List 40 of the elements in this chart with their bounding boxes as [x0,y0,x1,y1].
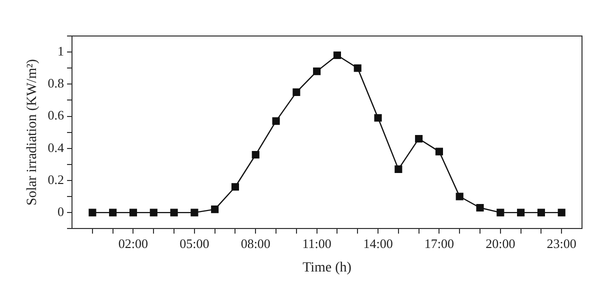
point [211,206,219,214]
point [272,117,280,125]
point [476,204,484,212]
point [537,208,545,216]
point [435,148,443,156]
point [456,192,464,200]
y-axis-title: Solar irradiation (KW/m²) [25,58,40,206]
x-axis-title: Time (h) [302,260,352,276]
point [129,208,138,216]
point [354,64,362,72]
x-tick-label: 23:00 [546,236,576,251]
x-tick-label: 17:00 [424,236,454,251]
point [231,183,240,191]
point [394,165,402,173]
point [333,51,342,60]
y-tick-label: 0.6 [48,108,65,123]
point [517,208,525,216]
y-tick-label: 0.2 [48,172,64,187]
point [374,114,382,122]
x-tick-label: 08:00 [240,236,270,251]
point [292,88,300,96]
y-tick-label: 0 [58,204,64,219]
point [109,208,117,216]
point [313,68,321,76]
point [558,208,566,216]
point [415,134,423,142]
y-tick-label: 1 [58,43,64,58]
x-tick-label: 05:00 [180,236,210,251]
x-tick-label: 02:00 [118,236,148,251]
point [496,208,504,216]
point [150,208,158,216]
y-tick-label: 0.8 [48,76,64,91]
x-tick-label: 14:00 [363,236,393,251]
x-tick-label: 11:00 [302,236,332,251]
point [170,208,178,216]
y-tick-label: 0.4 [48,140,65,155]
point [88,208,96,216]
point [190,208,198,216]
point [252,150,260,159]
x-tick-label: 20:00 [486,236,516,251]
